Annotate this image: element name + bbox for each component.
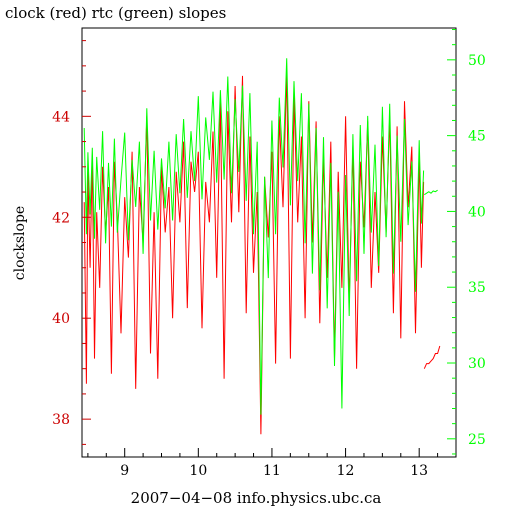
y-left-tick-label: 40 [52, 311, 70, 327]
x-tick-label: 12 [337, 463, 355, 479]
y-left-tick-label: 44 [52, 109, 70, 125]
y-right-tick-label: 40 [468, 204, 486, 220]
chart-title: clock (red) rtc (green) slopes [5, 4, 226, 22]
y-right-tick-label: 25 [468, 432, 486, 448]
x-axis-label: 2007−04−08 info.physics.ubc.ca [131, 489, 382, 507]
y-right-tick-label: 50 [468, 53, 486, 69]
x-tick-label: 9 [120, 463, 129, 479]
series-line-rtc-tail [424, 189, 438, 196]
x-tick-label: 13 [410, 463, 428, 479]
y-right-tick-label: 35 [468, 280, 486, 296]
y-right-tick-label: 45 [468, 129, 486, 145]
ticks-layer: 9 10 11 12 13 38 40 42 44 25 30 35 40 45 50 [52, 29, 486, 479]
y-left-tick-label: 38 [52, 412, 70, 428]
y-right-tick-label: 30 [468, 356, 486, 372]
series-line-clock-tail [423, 345, 441, 369]
y-left-tick-label: 42 [52, 210, 70, 226]
series-layer [83, 58, 441, 435]
x-tick-label: 10 [189, 463, 207, 479]
series-line-rtc [83, 58, 425, 415]
series-line-clock [83, 70, 425, 435]
y-axis-left-label: clockslope [12, 206, 28, 280]
x-tick-label: 11 [263, 463, 281, 479]
